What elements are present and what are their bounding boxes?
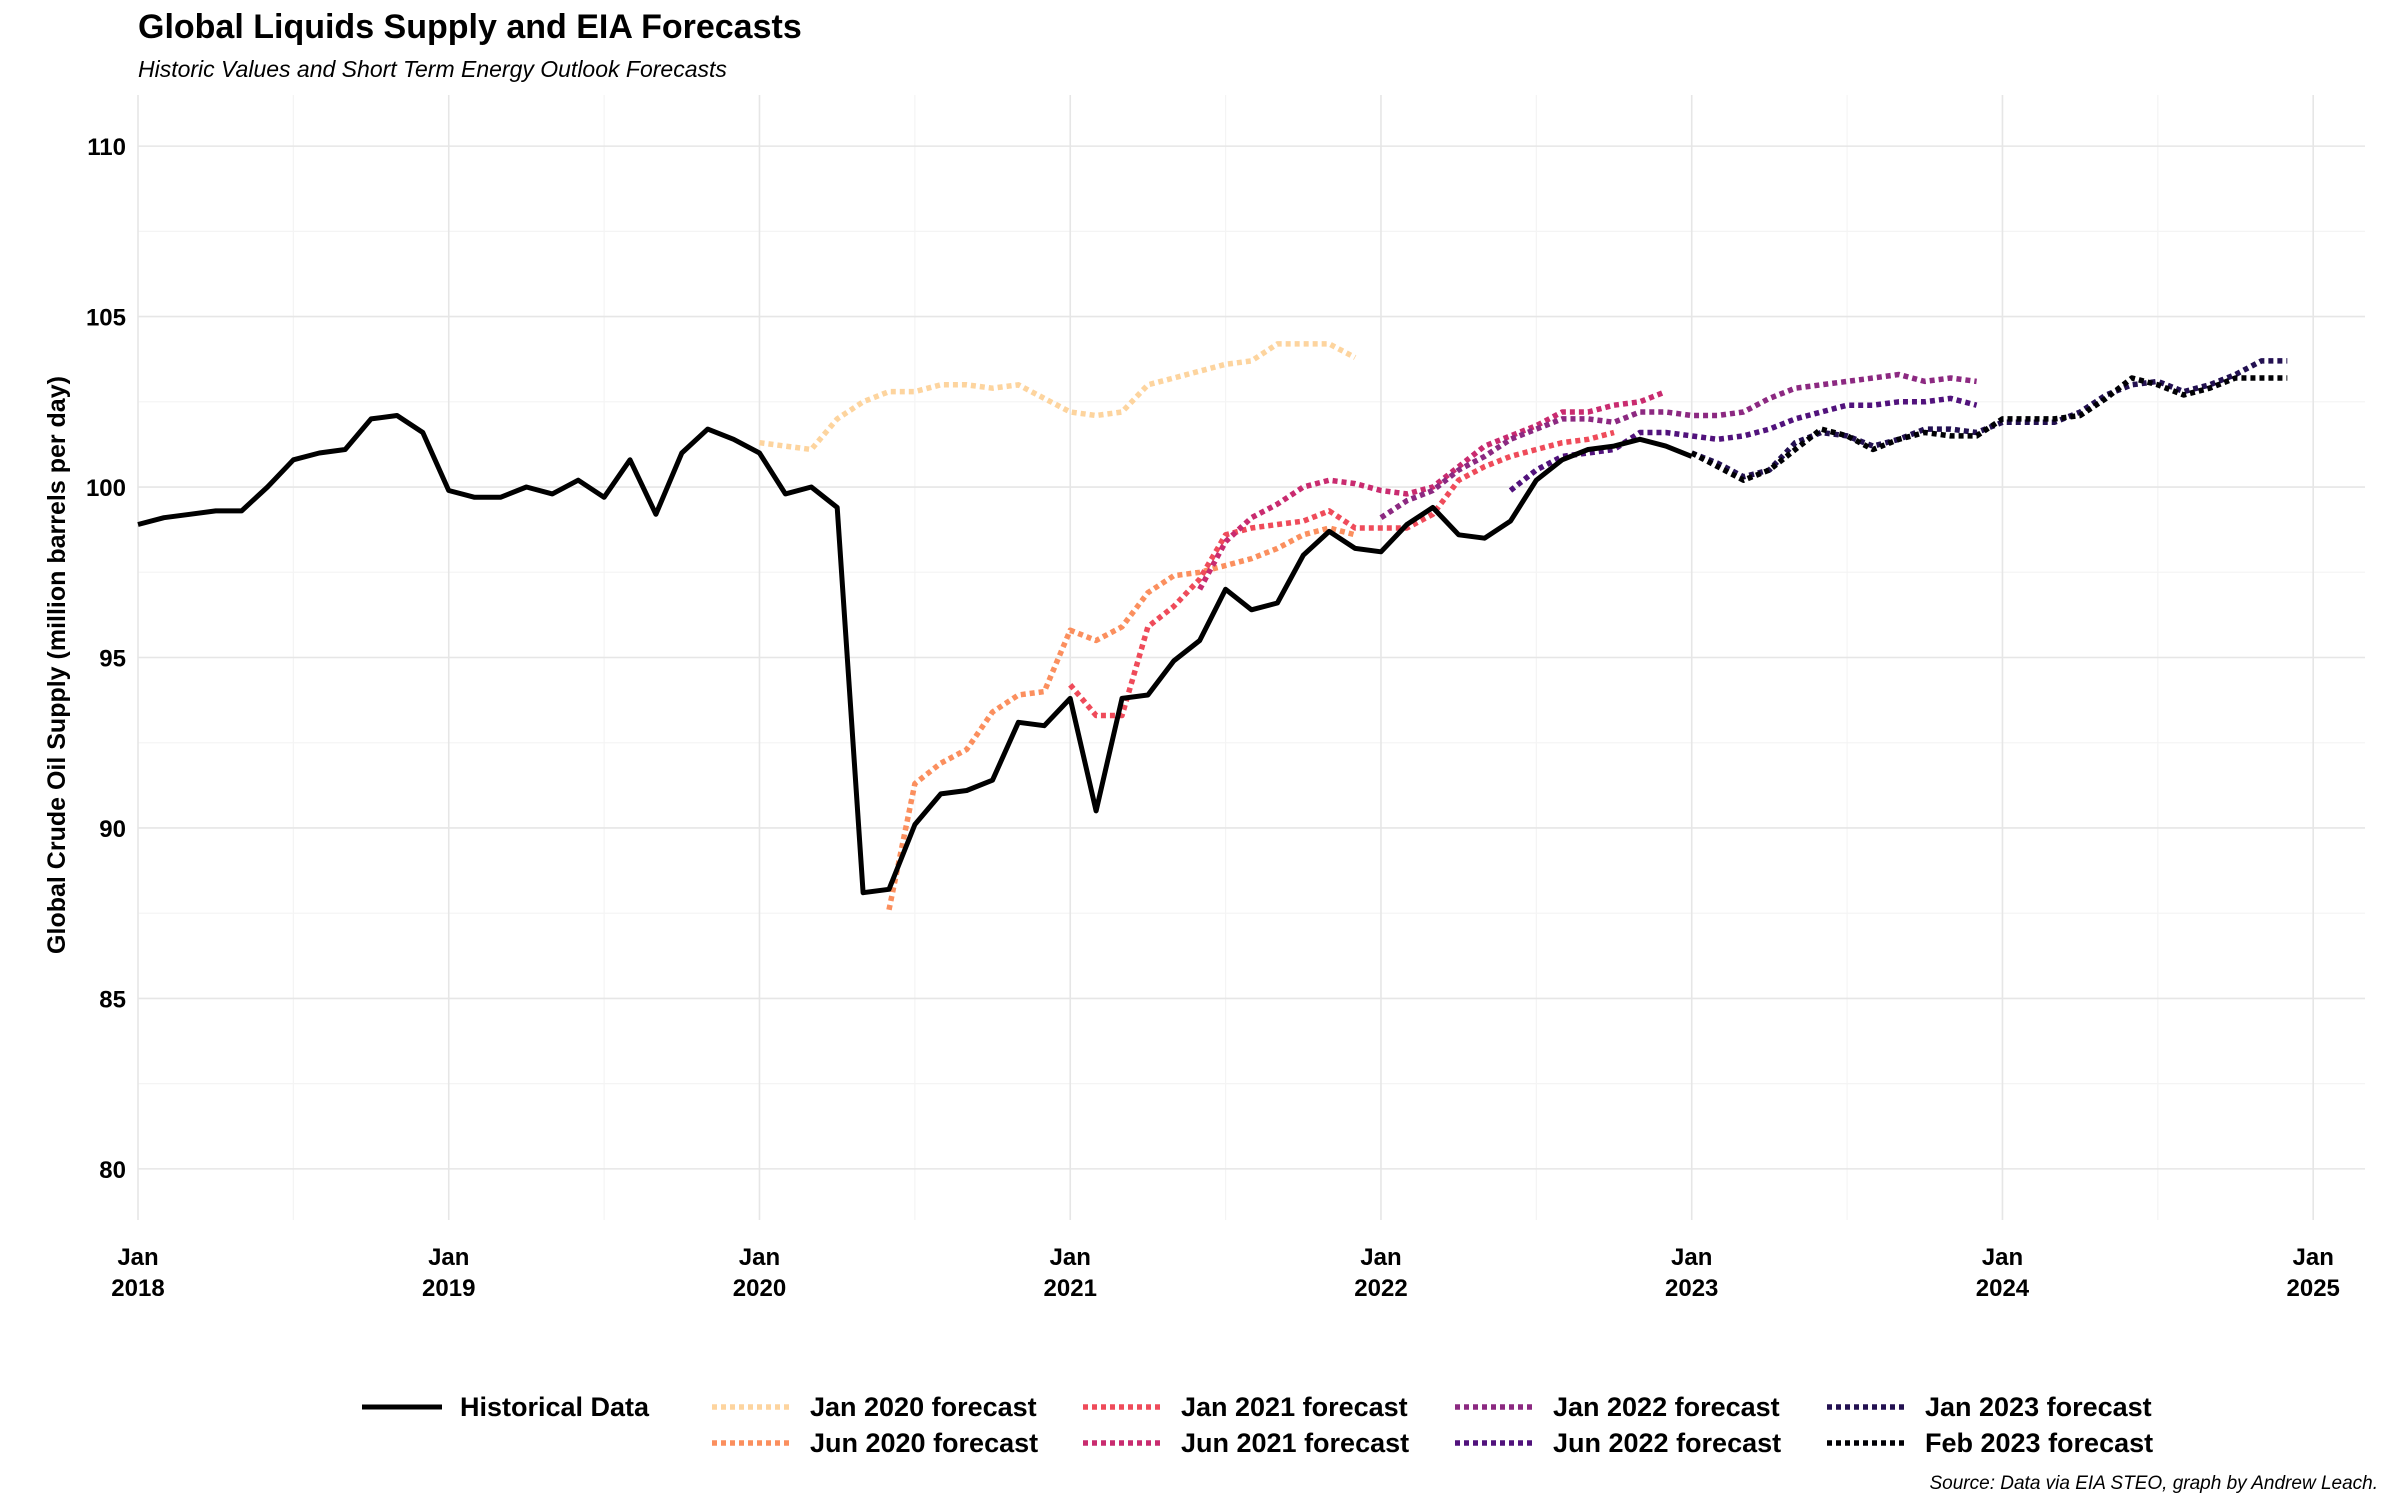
x-tick-label-year: 2024 <box>1976 1275 2030 1302</box>
x-tick-label-month: Jan <box>1050 1244 1091 1271</box>
legend-label: Jun 2022 forecast <box>1553 1428 1781 1458</box>
x-tick-label-month: Jan <box>117 1244 158 1271</box>
series-lines <box>137 341 2288 911</box>
y-tick-label: 95 <box>99 646 126 673</box>
y-tick-label: 85 <box>99 986 126 1013</box>
x-tick-label-month: Jan <box>1671 1244 1712 1271</box>
legend-label: Jun 2021 forecast <box>1181 1428 1409 1458</box>
series-line-jan-2021-forecast <box>1068 429 1615 719</box>
series-line-jun-2022-forecast <box>1508 395 1978 493</box>
x-tick-label-month: Jan <box>739 1244 780 1271</box>
x-tick-label-year: 2021 <box>1044 1275 1097 1302</box>
y-tick-label: 105 <box>86 305 126 332</box>
legend-label: Jan 2021 forecast <box>1181 1392 1408 1422</box>
legend-label: Feb 2023 forecast <box>1925 1428 2153 1458</box>
grid-lines <box>137 95 2365 1220</box>
y-tick-label: 80 <box>99 1157 126 1184</box>
series-line-jun-2021-forecast <box>1197 389 1667 591</box>
legend-label: Jun 2020 forecast <box>810 1428 1038 1458</box>
y-tick-label: 110 <box>87 134 126 161</box>
x-tick-label-year: 2022 <box>1354 1275 1407 1302</box>
legend-label: Jan 2022 forecast <box>1553 1392 1780 1422</box>
y-tick-label: 90 <box>99 816 126 843</box>
axis-labels: 80 85 90 95 100 105 110 Jan 2018 Jan 2019 Jan 2020 Ja… <box>86 134 2340 1302</box>
legend-label: Jan 2020 forecast <box>810 1392 1037 1422</box>
x-tick-label-month: Jan <box>428 1244 469 1271</box>
x-tick-label-year: 2018 <box>111 1275 164 1302</box>
chart-subtitle: Historic Values and Short Term Energy Ou… <box>138 56 727 82</box>
series-line-jan-2022-forecast <box>1379 371 1977 520</box>
y-tick-label: 100 <box>86 475 126 502</box>
x-tick-label-month: Jan <box>1982 1244 2023 1271</box>
series-line-historical-data <box>137 413 1693 896</box>
series-line-jan-2020-forecast <box>759 341 1357 453</box>
x-tick-label-year: 2019 <box>422 1275 475 1302</box>
x-tick-label-month: Jan <box>1360 1244 1401 1271</box>
x-tick-label-year: 2025 <box>2287 1275 2340 1302</box>
series-line-jun-2020-forecast <box>886 525 1356 911</box>
legend-label: Jan 2023 forecast <box>1925 1392 2152 1422</box>
legend-label: Historical Data <box>460 1392 650 1422</box>
series-line-jan-2023-forecast <box>1690 358 2288 480</box>
x-tick-label-year: 2023 <box>1665 1275 1718 1302</box>
chart-title: Global Liquids Supply and EIA Forecasts <box>138 8 802 46</box>
x-tick-label-year: 2020 <box>733 1275 786 1302</box>
legend: Historical Data Jan 2020 forecast Jun 2020… <box>362 1392 2153 1458</box>
chart-caption: Source: Data via EIA STEO, graph by Andr… <box>1929 1473 2379 1494</box>
y-axis-title: Global Crude Oil Supply (million barrels… <box>43 376 71 954</box>
x-tick-label-month: Jan <box>2293 1244 2334 1271</box>
